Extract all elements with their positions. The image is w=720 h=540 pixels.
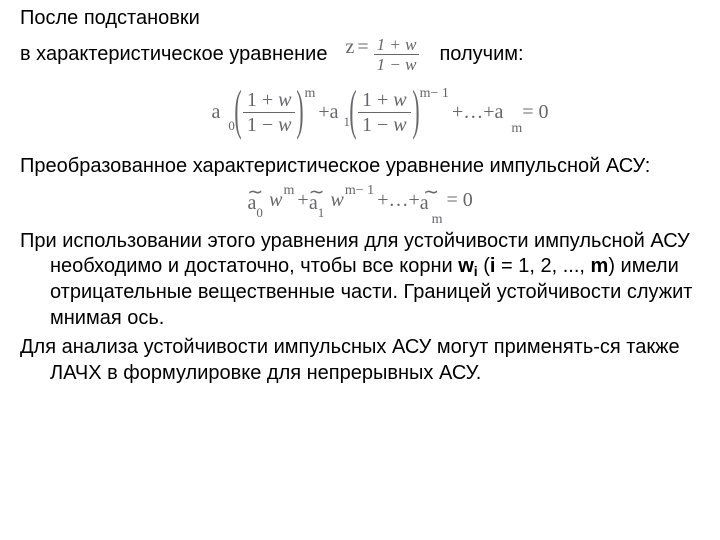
tw2: w <box>331 189 344 212</box>
formula-characteristic: a 0 ( 1 + w 1 − w ) m + a 1 ( 1 + w 1 − … <box>20 85 700 140</box>
a1: a 1 <box>330 101 350 124</box>
frac-inline: 1 + w 1 − w <box>374 36 420 73</box>
ts0: 0 <box>256 205 263 220</box>
para-4: При использовании этого уравнения для ус… <box>20 229 700 331</box>
ta0: a <box>247 192 256 214</box>
atilde1: ∼ a1 <box>309 189 325 213</box>
formula-tilde: ∼ a0 w m + ∼ a1 w m− 1 +…+ ∼ am = 0 <box>20 183 700 215</box>
texpm: m <box>283 183 294 199</box>
exp-m-1: m <box>304 86 315 102</box>
plus-1: + <box>318 101 329 124</box>
teq0: = 0 <box>447 189 473 212</box>
frac-den: 1 − w <box>374 56 420 73</box>
frac-1: 1 + w 1 − w <box>243 89 296 136</box>
atilde0: ∼ a0 <box>247 189 263 213</box>
line-2: в характеристическое уравнение z = 1 + w… <box>20 36 700 73</box>
atildem: ∼ am <box>420 189 443 213</box>
dots-1: +…+ <box>452 101 495 124</box>
line-2a: в характеристическое уравнение <box>20 43 327 66</box>
frac-num: 1 + w <box>374 36 420 53</box>
tdots: +…+ <box>377 189 420 212</box>
a0: a 0 <box>211 101 234 124</box>
texpm1: m− 1 <box>345 183 374 199</box>
d2a: 1 − <box>362 114 393 136</box>
rparen-1: ) <box>297 84 304 139</box>
exp-m1-1: m− 1 <box>420 86 449 102</box>
d1w: w <box>278 114 291 136</box>
sub-m: m <box>511 121 522 136</box>
ta1: a <box>309 192 318 214</box>
tw1: w <box>269 189 282 212</box>
inline-formula-z: z = 1 + w 1 − w <box>327 36 439 73</box>
n1a: 1 + <box>247 89 278 111</box>
d1a: 1 − <box>247 114 278 136</box>
line-1: После подстановки <box>20 6 700 32</box>
line-2b: получим: <box>439 43 523 66</box>
lparen-1: ( <box>234 84 241 139</box>
p4-w: w <box>458 255 474 277</box>
lparen-2: ( <box>349 84 356 139</box>
rparen-2: ) <box>412 84 419 139</box>
am: a m <box>495 101 523 124</box>
tplus1: + <box>297 189 308 212</box>
n2w: w <box>393 89 406 111</box>
para-5: Для анализа устойчивости импульсных АСУ … <box>20 335 700 386</box>
p4-m: m <box>591 255 609 277</box>
ts1: 1 <box>318 205 325 220</box>
d2w: w <box>393 114 406 136</box>
sym-a1: a <box>330 101 339 123</box>
tam: a <box>420 192 429 214</box>
p4-isub: i <box>474 263 478 279</box>
sym-a: a <box>211 101 220 123</box>
eq0-1: = 0 <box>522 101 548 124</box>
para-3: Преобразованное характеристическое уравн… <box>20 154 700 180</box>
sym-z: z <box>345 36 357 73</box>
n2a: 1 + <box>362 89 393 111</box>
tsm: m <box>432 212 443 227</box>
p4-open: ( <box>478 255 490 277</box>
sym-am: a <box>495 101 504 123</box>
frac-2: 1 + w 1 − w <box>358 89 411 136</box>
p4-eq: = 1, 2, ..., <box>495 255 590 277</box>
sym-eq: = <box>357 36 371 73</box>
n1w: w <box>278 89 291 111</box>
